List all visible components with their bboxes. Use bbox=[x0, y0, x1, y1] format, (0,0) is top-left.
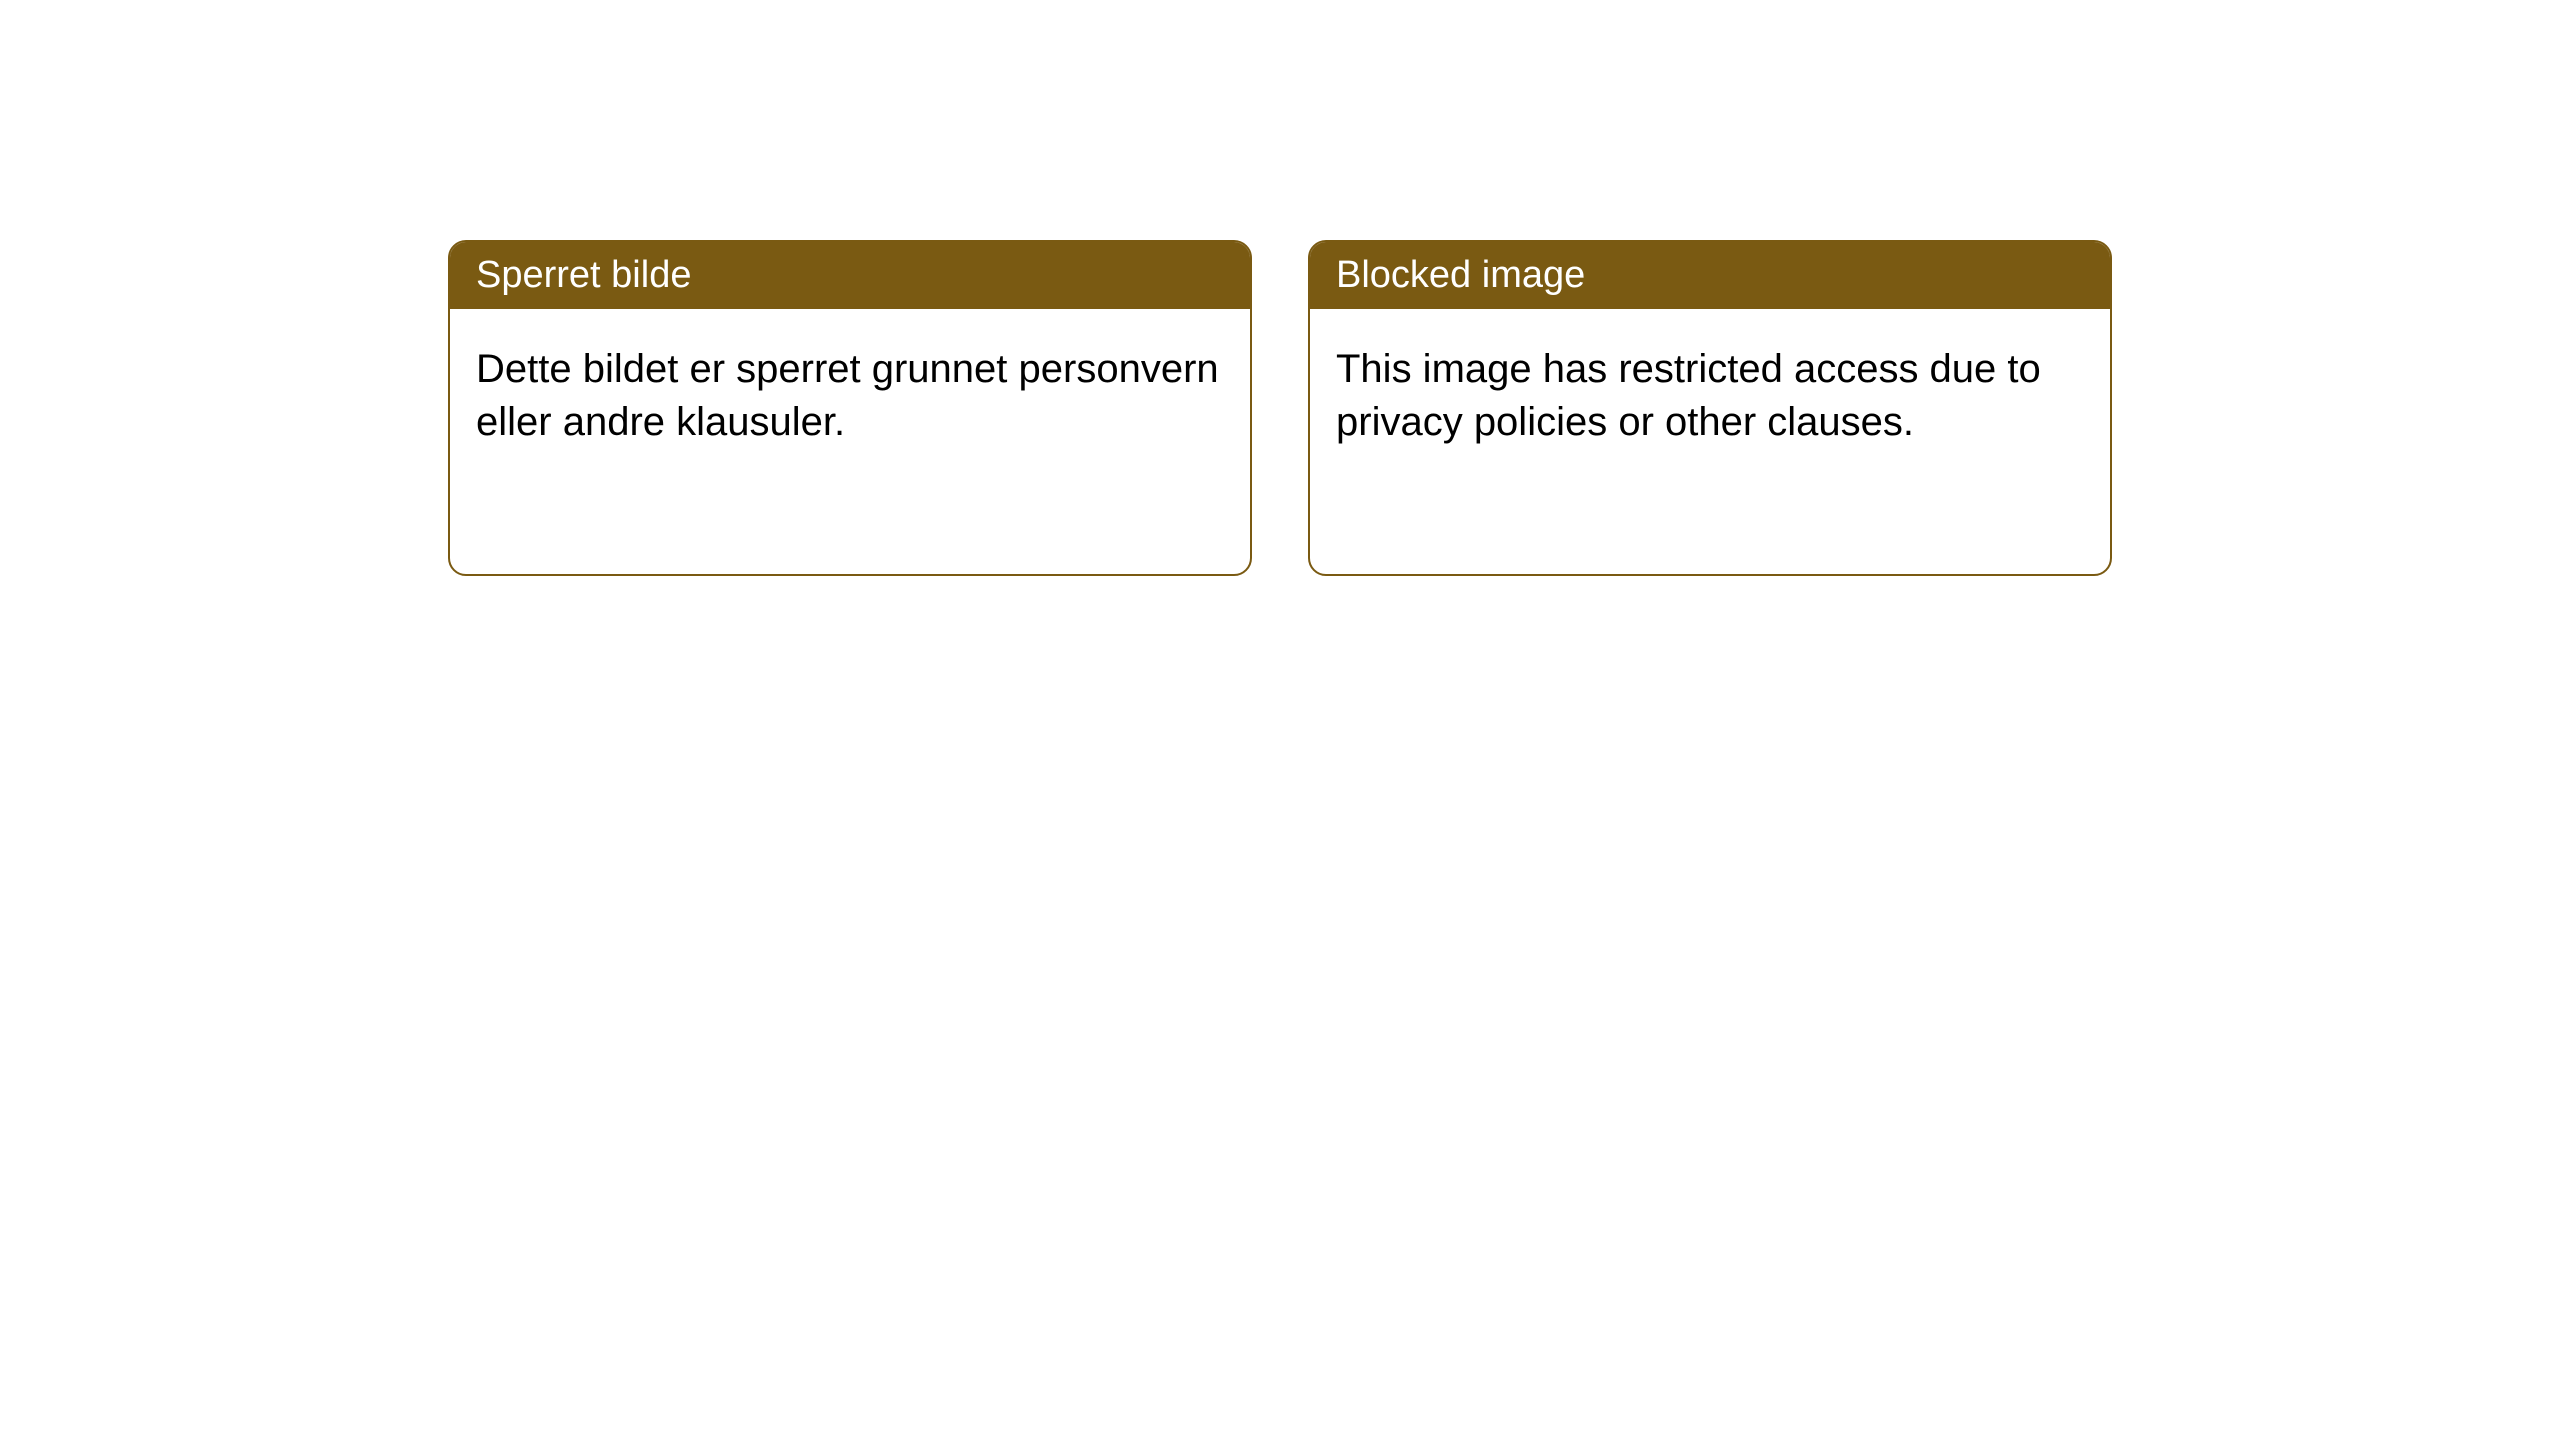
card-body: Dette bildet er sperret grunnet personve… bbox=[450, 309, 1250, 483]
card-body: This image has restricted access due to … bbox=[1310, 309, 2110, 483]
card-message: Dette bildet er sperret grunnet personve… bbox=[476, 347, 1219, 444]
blocked-image-card-en: Blocked image This image has restricted … bbox=[1308, 240, 2112, 576]
card-header: Blocked image bbox=[1310, 242, 2110, 309]
card-header: Sperret bilde bbox=[450, 242, 1250, 309]
card-message: This image has restricted access due to … bbox=[1336, 347, 2041, 444]
blocked-image-card-no: Sperret bilde Dette bildet er sperret gr… bbox=[448, 240, 1252, 576]
card-title: Blocked image bbox=[1336, 254, 1585, 296]
cards-container: Sperret bilde Dette bildet er sperret gr… bbox=[0, 0, 2560, 576]
card-title: Sperret bilde bbox=[476, 254, 691, 296]
